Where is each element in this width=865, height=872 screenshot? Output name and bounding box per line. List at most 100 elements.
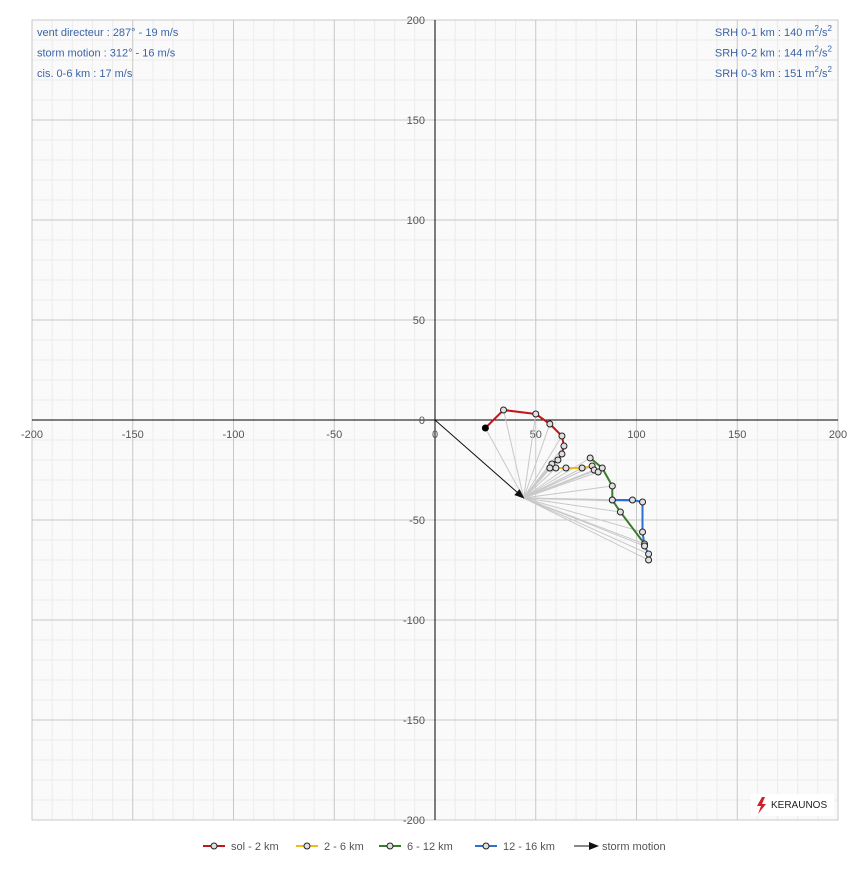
data-point-series-1 [554,456,562,464]
keraunos-logo: KERAUNOS [751,794,834,816]
storm-motion-arrow [434,419,525,499]
y-tick-label: 0 [419,415,425,427]
info-left-line: storm motion : 312° - 16 m/s [37,48,176,60]
data-point-series-3 [608,482,616,490]
data-point-series-1 [560,442,568,450]
superscript: 2 [828,24,833,33]
info-right-line: SRH 0-3 km : 151 m2/s2 [715,65,833,80]
y-tick-label: 150 [407,115,425,127]
storm-relative-line [523,467,551,499]
x-tick-label: 100 [627,429,645,441]
storm-motion-vector [434,419,525,499]
data-point-series-4 [608,496,616,504]
storm-relative-line [523,497,643,533]
storm-relative-line [523,497,649,561]
superscript: 2 [815,24,820,33]
unit-part: /s [819,48,828,60]
series-line-1 [484,409,565,469]
data-point-series-2 [562,464,570,472]
legend-marker [386,842,394,850]
storm-relative-line [484,427,525,499]
data-point-series-2 [552,464,560,472]
logo-background [751,794,834,816]
legend-label: 2 - 6 km [324,841,364,853]
data-point-series-4 [641,542,649,550]
storm-relative-line [523,435,563,499]
superscript: 2 [815,65,820,74]
unit-part: /s [819,68,828,80]
data-point-series-4 [645,556,653,564]
data-point-series-1 [546,420,554,428]
storm-relative-line [523,457,591,499]
storm-relative-line [523,467,603,499]
series-points [481,406,653,564]
tick-labels: -200 -150 -100 -50 0 50 100 150 200 200 150 100 50 0 -… [21,15,847,827]
y-tick-label: -150 [403,715,425,727]
y-tick-label: -100 [403,615,425,627]
superscript: 2 [828,65,833,74]
legend-marker [303,842,311,850]
legend-marker [210,842,218,850]
lightning-icon [757,797,766,814]
y-tick-label: -50 [409,515,425,527]
data-point-series-1 [532,410,540,418]
start-point [481,424,489,432]
info-left-line: cis. 0-6 km : 17 m/s [37,68,133,80]
data-point-series-4 [639,528,647,536]
data-point-series-3 [616,508,624,516]
storm-relative-line [523,413,537,499]
data-point-series-4 [639,498,647,506]
x-tick-label: 50 [530,429,542,441]
legend-marker [482,842,490,850]
storm-relative-line [523,497,643,503]
y-tick-label: 100 [407,215,425,227]
x-tick-label: 200 [829,429,847,441]
x-tick-label: -100 [222,429,244,441]
data-point-series-3 [586,454,594,462]
legend-label: 12 - 16 km [503,841,555,853]
y-tick-label: -200 [403,815,425,827]
storm-relative-line [503,409,525,499]
data-point-series-2 [578,464,586,472]
srh-label: SRH 0-3 km : 151 m [715,68,815,80]
data-point-series-4 [645,550,653,558]
info-right-line: SRH 0-1 km : 140 m2/s2 [715,24,833,39]
data-point-series-4 [628,496,636,504]
storm-relative-line [523,465,593,499]
x-tick-label: -150 [122,429,144,441]
info-left-line: vent directeur : 287° - 19 m/s [37,27,179,39]
data-point-series-1 [558,450,566,458]
unit-part: /s [819,27,828,39]
legend-label: 6 - 12 km [407,841,453,853]
info-right-line: SRH 0-2 km : 144 m2/s2 [715,45,833,60]
logo-text: KERAUNOS [771,800,827,811]
data-point-series-3 [598,464,606,472]
x-tick-label: 0 [432,429,438,441]
info-left: vent directeur : 287° - 19 m/s storm moti… [37,27,179,80]
x-tick-label: 150 [728,429,746,441]
data-point-series-2 [594,468,602,476]
y-tick-label: 200 [407,15,425,27]
data-point-series-2 [546,464,554,472]
x-tick-label: -200 [21,429,43,441]
storm-relative-line [523,485,613,499]
srh-label: SRH 0-1 km : 140 m [715,27,815,39]
superscript: 2 [815,45,820,54]
x-tick-label: -50 [326,429,342,441]
legend-label: sol - 2 km [231,841,279,853]
srh-label: SRH 0-2 km : 144 m [715,48,815,60]
legend-label: storm motion [602,841,666,853]
data-point-series-1 [500,406,508,414]
storm-relative-line [523,497,649,555]
data-point-series-1 [558,432,566,440]
storm-relative-line [523,423,551,499]
superscript: 2 [828,45,833,54]
storm-relative-line [523,467,557,499]
legend: sol - 2 km 2 - 6 km 6 - 12 km 12 - 16 km sto… [203,841,666,853]
storm-relative-line [523,467,567,499]
storm-relative-line [523,497,645,547]
storm-relative-line [523,497,621,513]
y-tick-label: 50 [413,315,425,327]
